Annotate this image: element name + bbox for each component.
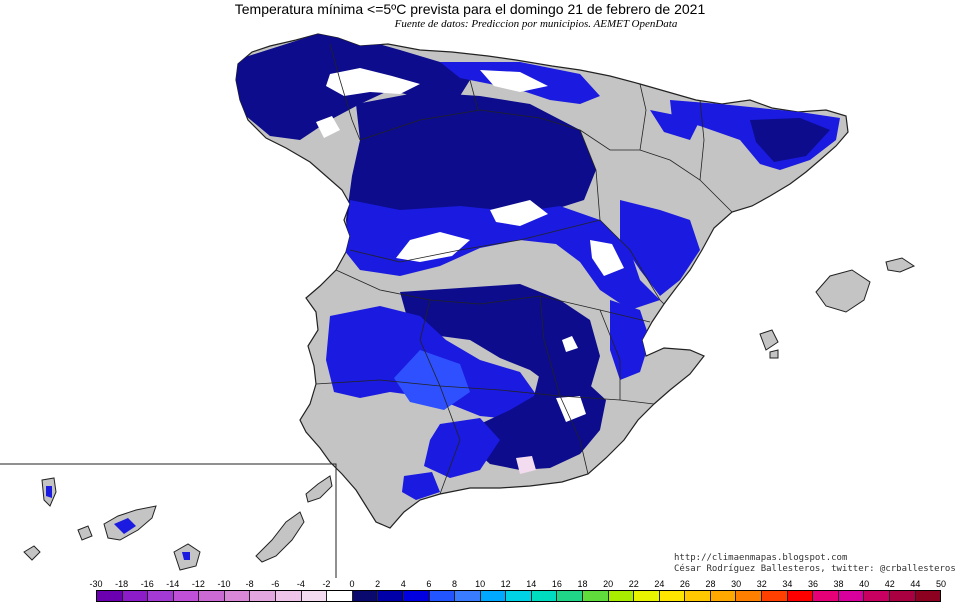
legend-tick-label: 10 — [475, 579, 486, 589]
legend-tick-label: 6 — [426, 579, 432, 589]
legend-tick-label: 42 — [884, 579, 895, 589]
mallorca — [815, 269, 871, 313]
legend-swatch — [762, 591, 788, 601]
map-title: Temperatura mínima <=5ºC prevista para e… — [234, 1, 706, 17]
legend-swatch — [864, 591, 890, 601]
legend-swatch — [480, 591, 507, 601]
legend-tick-label: 30 — [731, 579, 742, 589]
legend-swatch — [608, 591, 635, 601]
legend-tick-label: 36 — [807, 579, 818, 589]
legend-swatch — [685, 591, 711, 601]
legend-swatch — [889, 591, 916, 601]
legend-tick-label: 14 — [526, 579, 537, 589]
menorca — [885, 257, 916, 273]
legend-swatch — [736, 591, 763, 601]
legend-swatch — [634, 591, 660, 601]
legend-swatch — [301, 591, 328, 601]
legend-swatch — [813, 591, 839, 601]
legend-swatch — [787, 591, 814, 601]
legend-swatch — [582, 591, 609, 601]
lanzarote — [305, 475, 333, 503]
legend-tick-label: 12 — [500, 579, 511, 589]
legend-swatch — [403, 591, 430, 601]
legend-swatch — [122, 591, 149, 601]
legend-tick-label: 4 — [400, 579, 406, 589]
legend-tick-label: -14 — [166, 579, 180, 589]
legend-swatch — [327, 591, 353, 601]
legend-swatch — [506, 591, 532, 601]
region-borders — [315, 43, 733, 495]
legend-tick-label: 2 — [375, 579, 381, 589]
legend-tick-label: 28 — [705, 579, 716, 589]
legend-swatch — [455, 591, 481, 601]
data-source-subtitle: Fuente de datos: Prediccion por municipi… — [394, 18, 678, 30]
legend-tick-label: -30 — [89, 579, 103, 589]
legend-tick-label: 20 — [603, 579, 614, 589]
legend-swatch — [97, 591, 123, 601]
legend-tick-label: 50 — [935, 579, 946, 589]
canary-islands-inset — [0, 463, 337, 578]
mainland-spain — [235, 33, 849, 529]
legend-swatch — [838, 591, 865, 601]
legend-tick-label: -12 — [191, 579, 205, 589]
legend-swatch — [224, 591, 251, 601]
legend-swatch — [378, 591, 404, 601]
ibiza — [759, 329, 779, 351]
legend-tick-label: 34 — [782, 579, 793, 589]
legend-tick-label: -10 — [217, 579, 231, 589]
legend-tick-label: -6 — [271, 579, 280, 589]
credit-url: http://climaenmapas.blogspot.com — [674, 553, 848, 563]
legend-tick-label: 8 — [451, 579, 457, 589]
legend-swatch — [199, 591, 225, 601]
balearic-islands — [759, 257, 916, 359]
legend-tick-label: -2 — [322, 579, 331, 589]
legend-swatch — [659, 591, 686, 601]
legend-swatch — [173, 591, 200, 601]
legend-swatch — [557, 591, 583, 601]
legend-swatch — [352, 591, 379, 601]
legend-tick-label: 40 — [859, 579, 870, 589]
legend-swatch — [250, 591, 277, 601]
legend-tick-label: -16 — [140, 579, 154, 589]
credit-author: César Rodríguez Ballesteros, twitter: @c… — [674, 564, 956, 574]
el-hierro — [23, 545, 41, 561]
legend-tick-label: 0 — [349, 579, 355, 589]
legend-tick-label: -8 — [245, 579, 254, 589]
legend-tick-label: 22 — [628, 579, 639, 589]
legend-swatch — [429, 591, 456, 601]
cold-temperature-zones — [236, 34, 840, 500]
legend-tick-label: 16 — [551, 579, 562, 589]
la-gomera — [77, 525, 93, 541]
legend-tick-label: 44 — [910, 579, 921, 589]
legend-tick-label: 18 — [577, 579, 588, 589]
legend-tick-label: -4 — [296, 579, 305, 589]
temperature-color-scale — [96, 590, 941, 602]
legend-swatch — [276, 591, 302, 601]
legend-tick-label: 32 — [756, 579, 767, 589]
legend-tick-label: 38 — [833, 579, 844, 589]
fuerteventura — [255, 511, 305, 563]
legend-tick-label: 26 — [679, 579, 690, 589]
legend-tick-labels: -30 -18 -16 -14 -12 -10 -8 -6 -4 -2 0 2 4 6 8 10 12 14 16 1… — [84, 578, 954, 590]
legend-swatch — [148, 591, 174, 601]
legend-swatch — [915, 591, 941, 601]
inset-frame — [0, 463, 337, 578]
formentera — [769, 349, 779, 359]
legend-tick-label: -18 — [115, 579, 129, 589]
legend-swatch — [710, 591, 737, 601]
legend-tick-label: 24 — [654, 579, 665, 589]
legend-swatch — [531, 591, 558, 601]
